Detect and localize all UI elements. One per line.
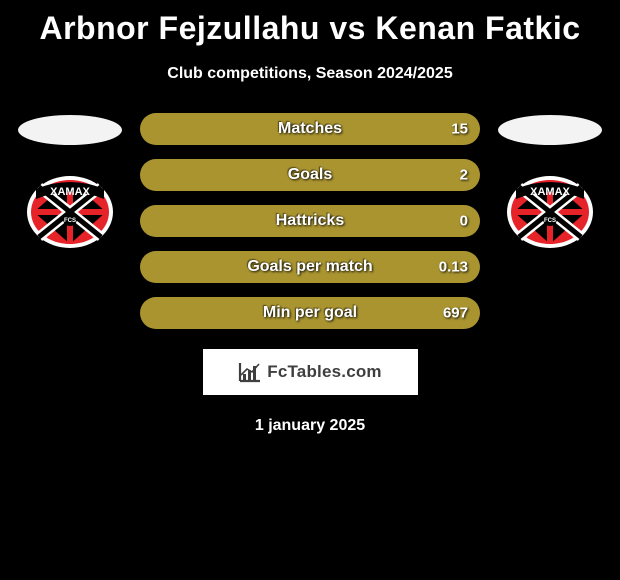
club-logo-left: XAMAX FCS (20, 169, 120, 255)
club-logo-right: XAMAX FCS (500, 169, 600, 255)
stat-row-matches: Matches 15 (140, 113, 480, 145)
stat-value-right: 697 (443, 305, 468, 322)
stat-label: Goals (288, 166, 332, 184)
stat-row-goals: Goals 2 (140, 159, 480, 191)
svg-text:FCS: FCS (544, 218, 556, 224)
svg-text:XAMAX: XAMAX (50, 186, 90, 198)
stat-label: Hattricks (276, 212, 344, 230)
stat-label: Goals per match (247, 258, 372, 276)
player-left-head-ellipse (18, 115, 122, 145)
xamax-logo-icon: XAMAX FCS (20, 169, 120, 255)
date-text: 1 january 2025 (0, 417, 620, 435)
player-right-side: XAMAX FCS (490, 113, 610, 255)
stat-row-min-per-goal: Min per goal 697 (140, 297, 480, 329)
svg-text:FCS: FCS (64, 218, 76, 224)
stats-column: Matches 15 Goals 2 Hattricks 0 Goals per… (140, 113, 480, 329)
xamax-logo-icon: XAMAX FCS (500, 169, 600, 255)
chart-icon (238, 361, 262, 383)
player-left-side: XAMAX FCS (10, 113, 130, 255)
stat-value-right: 2 (460, 167, 468, 184)
stat-row-goals-per-match: Goals per match 0.13 (140, 251, 480, 283)
stat-value-right: 0 (460, 213, 468, 230)
stat-label: Min per goal (263, 304, 357, 322)
stat-value-right: 15 (451, 121, 468, 138)
subtitle: Club competitions, Season 2024/2025 (0, 65, 620, 83)
stat-value-right: 0.13 (439, 259, 468, 276)
svg-text:XAMAX: XAMAX (530, 186, 570, 198)
player-right-head-ellipse (498, 115, 602, 145)
comparison-content: XAMAX FCS Matches 15 Goals 2 Hattricks 0 (0, 113, 620, 329)
branding-badge[interactable]: FcTables.com (203, 349, 418, 395)
page-title: Arbnor Fejzullahu vs Kenan Fatkic (0, 0, 620, 47)
branding-text: FcTables.com (267, 362, 382, 382)
stat-label: Matches (278, 120, 342, 138)
stat-row-hattricks: Hattricks 0 (140, 205, 480, 237)
